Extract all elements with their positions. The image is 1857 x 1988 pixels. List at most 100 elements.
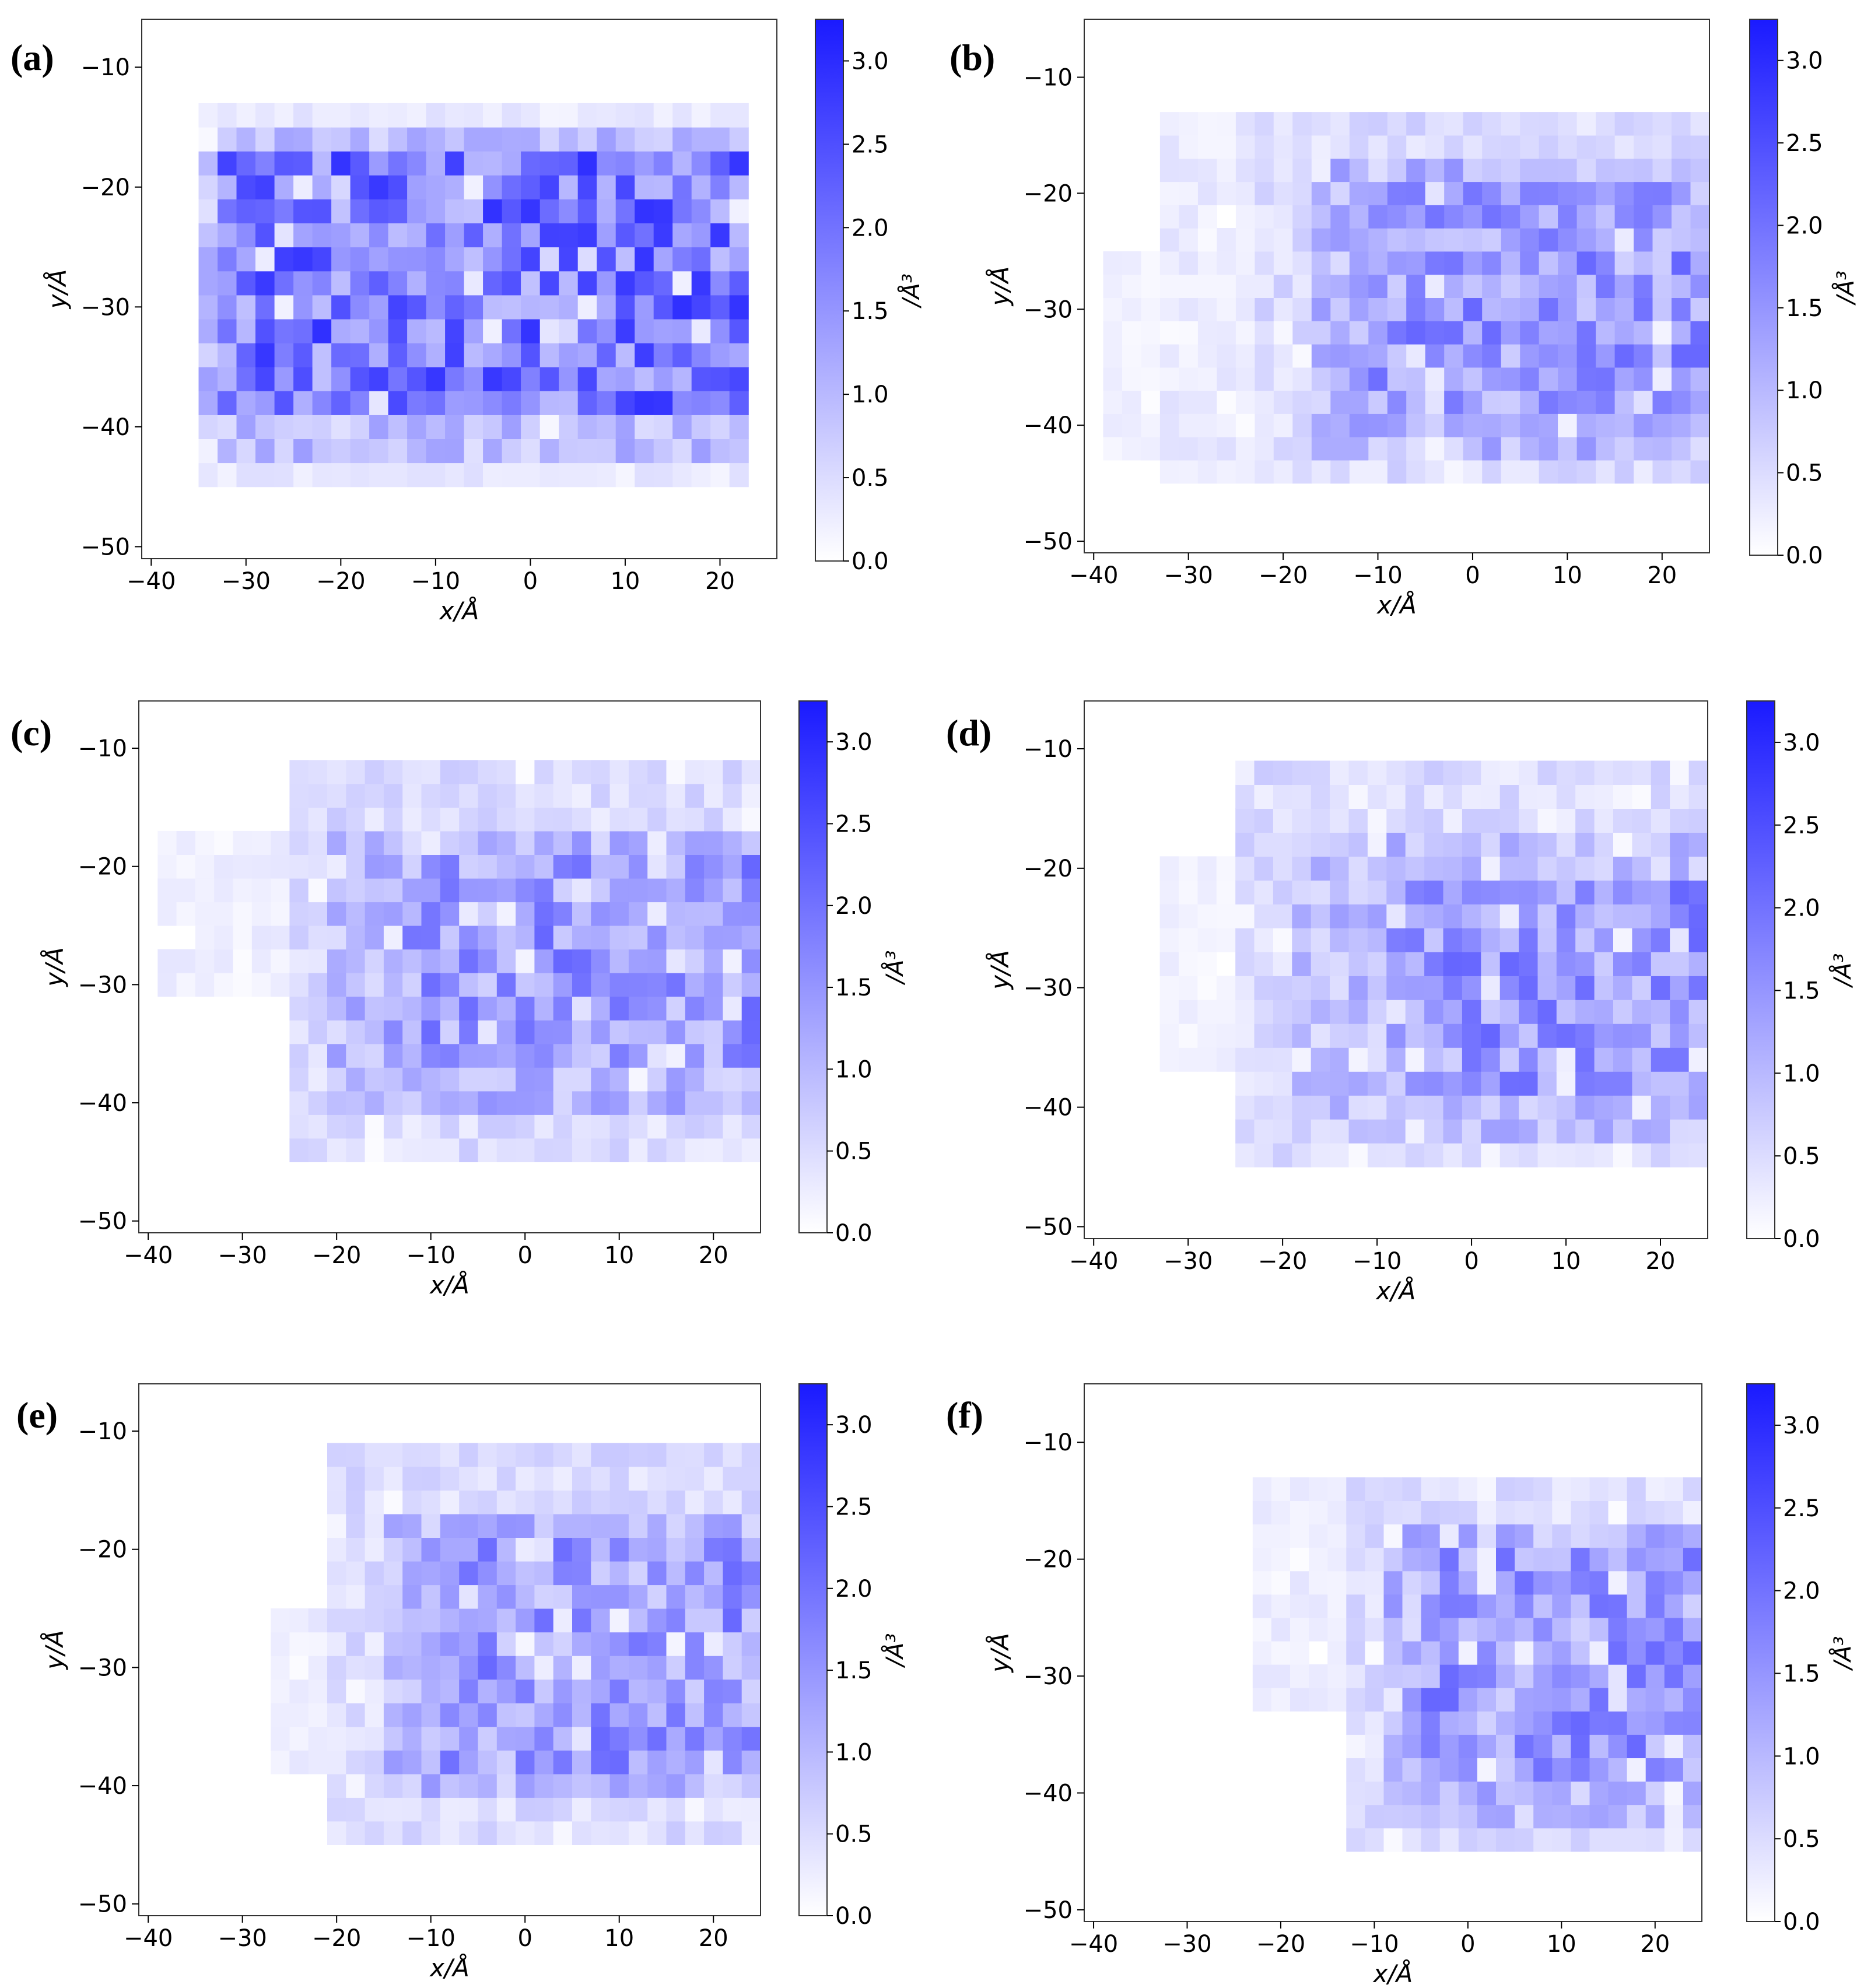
heatmap-cell: [331, 294, 351, 320]
heatmap-cell: [1519, 1000, 1539, 1024]
heatmap-cell: [710, 271, 730, 296]
heatmap-cell: [1651, 856, 1670, 881]
heatmap-cell: [1271, 1641, 1291, 1665]
heatmap-cell: [218, 199, 237, 223]
heatmap-cell: [478, 1584, 497, 1609]
heatmap-cell: [1402, 1664, 1422, 1688]
heatmap-cell: [635, 391, 654, 415]
heatmap-cell: [559, 199, 579, 223]
heatmap-cell: [1596, 205, 1616, 229]
heatmap-cell: [1311, 976, 1330, 1000]
heatmap-cell: [331, 462, 351, 488]
heatmap-cell: [236, 223, 256, 248]
heatmap-cell: [1652, 181, 1672, 205]
heatmap-cell: [1309, 1547, 1328, 1572]
heatmap-cell: [1365, 1641, 1385, 1665]
heatmap-cell: [327, 1043, 346, 1068]
heatmap-cell: [478, 1020, 497, 1044]
heatmap-cell: [741, 1797, 761, 1822]
heatmap-cell: [1608, 1734, 1628, 1758]
heatmap-cell: [1596, 274, 1616, 298]
heatmap-cell: [1311, 832, 1330, 857]
heatmap-cell: [591, 1091, 611, 1115]
y-axis-title: y/Å: [40, 1630, 69, 1671]
heatmap-cell: [628, 1466, 648, 1491]
heatmap-cell: [502, 103, 521, 128]
heatmap-cell: [1425, 297, 1445, 321]
heatmap-cell: [1683, 1524, 1702, 1548]
heatmap-cell: [685, 1537, 705, 1562]
heatmap-cell: [685, 1821, 705, 1845]
heatmap-cell: [741, 1584, 761, 1609]
heatmap-cell: [609, 1679, 629, 1703]
heatmap-cell: [1576, 460, 1596, 484]
heatmap-cell: [1482, 251, 1502, 275]
heatmap-cell: [1311, 344, 1331, 368]
colorbar-tick-label: 0.5: [1783, 1826, 1820, 1853]
heatmap-cell: [553, 1773, 573, 1798]
heatmap-cell: [350, 343, 370, 367]
heatmap-cell: [1292, 344, 1312, 368]
heatmap-cell: [516, 783, 535, 808]
heatmap-cell: [459, 1443, 479, 1467]
heatmap-cell: [1496, 1734, 1515, 1758]
heatmap-cell: [1596, 181, 1616, 205]
heatmap-cell: [293, 462, 313, 488]
heatmap-cell: [1235, 904, 1255, 928]
heatmap-cell: [591, 1443, 611, 1467]
colorbar-tick-label: 0.0: [835, 1903, 873, 1930]
heatmap-cell: [1330, 112, 1350, 136]
heatmap-cell: [369, 247, 389, 272]
heatmap-cell: [1273, 135, 1293, 159]
heatmap-cell: [1515, 1664, 1534, 1688]
heatmap-cell: [572, 783, 591, 808]
heatmap-cell: [346, 1091, 366, 1115]
heatmap-cell: [666, 949, 686, 973]
heatmap-cell: [1367, 1047, 1387, 1072]
heatmap-cell: [346, 1138, 366, 1162]
heatmap-cell: [609, 1513, 629, 1538]
heatmap-cell: [1651, 808, 1670, 833]
heatmap-cell: [729, 294, 749, 320]
heatmap-cell: [1501, 437, 1520, 461]
heatmap-cell: [478, 1703, 497, 1727]
heatmap-cell: [741, 1443, 761, 1467]
heatmap-cell: [1311, 856, 1330, 881]
heatmap-cell: [198, 391, 218, 415]
heatmap-cell: [1349, 460, 1369, 484]
heatmap-cell: [559, 294, 579, 320]
heatmap-cell: [1386, 1119, 1406, 1144]
heatmap-cell: [1672, 205, 1691, 229]
heatmap-cell: [1383, 1664, 1403, 1688]
heatmap-cell: [350, 103, 370, 128]
heatmap-cell: [483, 223, 503, 248]
y-tick-label: −10: [1024, 736, 1073, 763]
heatmap-cell: [1402, 1711, 1422, 1735]
heatmap-cell: [597, 391, 616, 415]
heatmap-cell: [1501, 274, 1520, 298]
heatmap-cell: [597, 271, 616, 296]
heatmap-cell: [591, 1703, 611, 1727]
heatmap-cell: [691, 343, 711, 367]
heatmap-cell: [1645, 1664, 1665, 1688]
heatmap-cell: [1311, 1143, 1330, 1167]
heatmap-cell: [1330, 784, 1350, 809]
heatmap-cell: [1552, 1594, 1571, 1618]
heatmap-cell: [1405, 1071, 1425, 1096]
heatmap-cell: [521, 199, 541, 223]
colorbar-tick-label: 3.0: [1786, 48, 1823, 75]
heatmap-cell: [1670, 1119, 1690, 1144]
heatmap-cell: [1255, 390, 1274, 414]
heatmap-cell: [1576, 367, 1596, 391]
heatmap-cell: [615, 343, 635, 367]
heatmap-cell: [521, 318, 541, 343]
heatmap-cell: [666, 1020, 686, 1044]
heatmap-cell: [383, 854, 403, 879]
heatmap-cell: [741, 1138, 761, 1162]
heatmap-cell: [628, 1726, 648, 1751]
heatmap-cell: [591, 1750, 611, 1775]
heatmap-cell: [1613, 952, 1632, 976]
heatmap-cell: [236, 247, 256, 272]
heatmap-cell: [741, 1632, 761, 1656]
heatmap-cell: [1122, 251, 1142, 275]
